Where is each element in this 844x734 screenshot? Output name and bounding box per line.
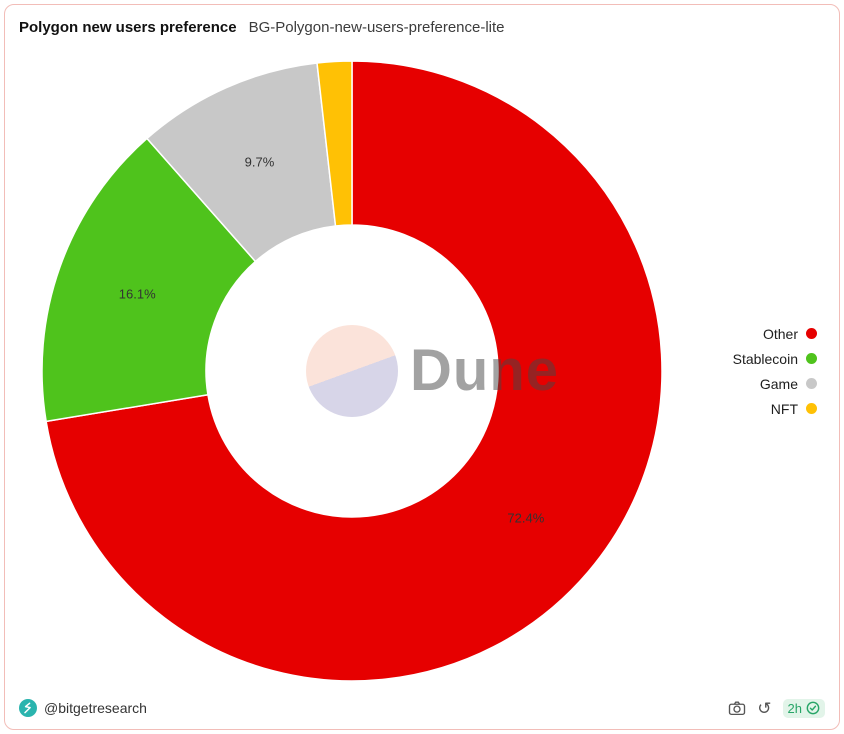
bitget-logo-icon (19, 699, 37, 717)
slice-label-game: 9.7% (245, 155, 275, 170)
pie-slice-nft[interactable] (316, 60, 353, 227)
author-block: @bitgetresearch (19, 699, 147, 717)
slice-label-stablecoin: 16.1% (119, 286, 156, 301)
legend-item-game[interactable]: Game (760, 371, 817, 396)
data-age-text: 2h (787, 700, 802, 716)
legend-item-nft[interactable]: NFT (771, 396, 817, 421)
legend-label: Stablecoin (732, 350, 798, 367)
legend-color-dot (806, 378, 817, 389)
legend-item-stablecoin[interactable]: Stablecoin (733, 346, 817, 371)
card-footer: @bitgetresearch ↺ 2h (19, 696, 825, 720)
chart-subtitle: BG-Polygon-new-users-preference-lite (248, 19, 505, 36)
slice-label-other: 72.4% (507, 511, 544, 526)
donut-chart: 72.4% 16.1% 9.7% (41, 60, 663, 682)
legend: Other Stablecoin Game NFT (733, 321, 817, 421)
refresh-icon: ↺ (757, 698, 772, 718)
legend-item-other[interactable]: Other (763, 321, 817, 346)
pie-slice-other[interactable] (45, 60, 663, 682)
check-circle-icon (806, 701, 820, 715)
data-age-badge[interactable]: 2h (782, 698, 825, 718)
legend-color-dot (806, 328, 817, 339)
chart-card: Polygon new users preference BG-Polygon-n… (4, 4, 840, 730)
legend-color-dot (806, 353, 817, 364)
legend-label: NFT (770, 400, 798, 417)
legend-label: Other (762, 325, 798, 342)
author-handle: @bitgetresearch (44, 700, 147, 716)
card-header: Polygon new users preference BG-Polygon-n… (19, 19, 505, 36)
footer-actions: ↺ 2h (728, 698, 825, 718)
camera-icon (728, 700, 746, 716)
screenshot-button[interactable] (728, 700, 746, 716)
chart-title: Polygon new users preference (19, 19, 237, 36)
refresh-button[interactable]: ↺ (757, 700, 771, 717)
legend-color-dot (806, 403, 817, 414)
legend-label: Game (759, 375, 798, 392)
pie-slice-stablecoin[interactable] (41, 137, 257, 423)
